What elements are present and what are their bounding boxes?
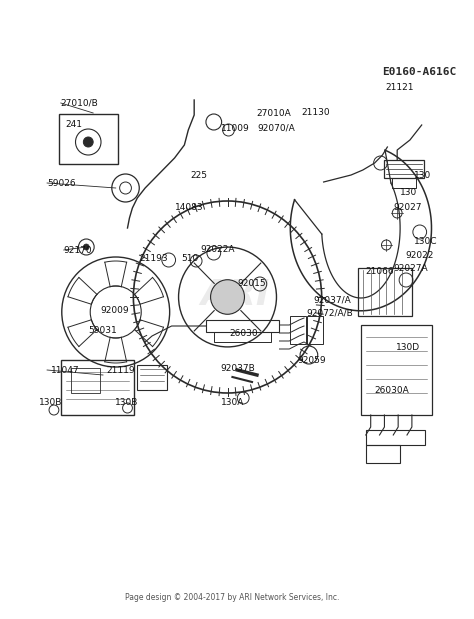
Text: 130: 130 bbox=[414, 170, 431, 180]
Bar bbox=[290, 316, 306, 344]
Text: 27010/B: 27010/B bbox=[61, 98, 99, 108]
Text: 21119: 21119 bbox=[106, 365, 135, 374]
Ellipse shape bbox=[83, 137, 93, 147]
Text: 130A: 130A bbox=[221, 397, 244, 407]
Text: E0160-A616C: E0160-A616C bbox=[383, 67, 457, 77]
Text: 130C: 130C bbox=[414, 236, 438, 246]
Bar bbox=[392, 178, 416, 188]
Text: 27010A: 27010A bbox=[256, 108, 291, 118]
Text: 92027: 92027 bbox=[393, 202, 422, 212]
Bar bbox=[137, 365, 167, 390]
Text: 92059: 92059 bbox=[297, 355, 326, 365]
Text: 11009: 11009 bbox=[221, 124, 249, 132]
Text: 92170: 92170 bbox=[64, 246, 92, 254]
Text: ARI: ARI bbox=[201, 278, 270, 312]
Bar bbox=[366, 430, 425, 445]
Ellipse shape bbox=[83, 244, 89, 250]
Text: 92072/A/B: 92072/A/B bbox=[306, 308, 353, 318]
Text: 130B: 130B bbox=[39, 397, 63, 407]
Text: 21130: 21130 bbox=[301, 108, 330, 116]
Text: 59031: 59031 bbox=[88, 326, 117, 334]
Text: 59026: 59026 bbox=[47, 178, 76, 188]
Text: 92037/A: 92037/A bbox=[314, 295, 352, 305]
Text: 92022: 92022 bbox=[405, 251, 433, 259]
Bar bbox=[361, 325, 431, 415]
Bar bbox=[206, 320, 280, 332]
Text: 92037B: 92037B bbox=[221, 363, 255, 373]
Text: 130B: 130B bbox=[115, 397, 138, 407]
Bar bbox=[366, 445, 400, 463]
Bar bbox=[358, 268, 412, 316]
Bar bbox=[61, 360, 134, 415]
Text: 510: 510 bbox=[182, 254, 199, 262]
Text: 92015: 92015 bbox=[237, 279, 266, 287]
Text: 92009: 92009 bbox=[100, 306, 128, 314]
Ellipse shape bbox=[210, 280, 245, 314]
Text: 225: 225 bbox=[190, 170, 207, 180]
Bar bbox=[307, 316, 323, 344]
Text: 92022A: 92022A bbox=[200, 245, 235, 254]
Text: 241: 241 bbox=[66, 119, 82, 129]
Text: 21066: 21066 bbox=[366, 267, 394, 275]
Text: 26030A: 26030A bbox=[374, 386, 410, 394]
Bar bbox=[59, 114, 118, 164]
Text: 11047: 11047 bbox=[51, 365, 80, 374]
Text: 92027A: 92027A bbox=[393, 264, 428, 272]
Text: 130: 130 bbox=[400, 188, 418, 196]
Text: 130D: 130D bbox=[396, 342, 420, 352]
Bar bbox=[214, 332, 271, 342]
Text: 21121: 21121 bbox=[385, 82, 414, 92]
Bar bbox=[384, 160, 424, 178]
Text: 21193: 21193 bbox=[139, 254, 168, 262]
Text: 14083: 14083 bbox=[174, 202, 203, 212]
Text: 92070/A: 92070/A bbox=[257, 124, 295, 132]
Text: Page design © 2004-2017 by ARI Network Services, Inc.: Page design © 2004-2017 by ARI Network S… bbox=[125, 594, 339, 602]
Text: 26030: 26030 bbox=[229, 329, 258, 337]
Bar bbox=[71, 368, 100, 393]
